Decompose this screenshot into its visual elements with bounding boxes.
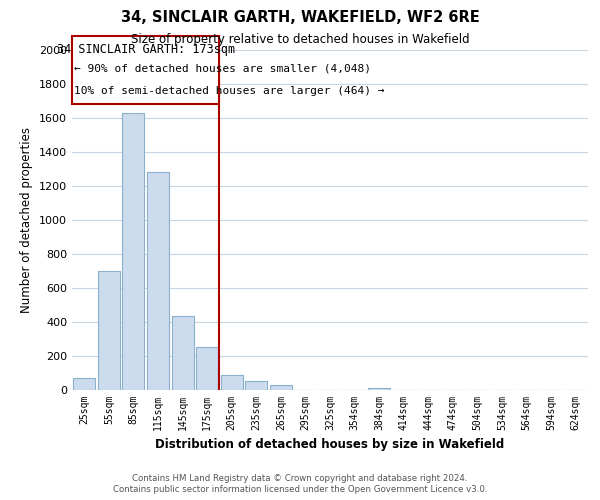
Bar [196, 346, 218, 390]
Text: 34, SINCLAIR GARTH, WAKEFIELD, WF2 6RE: 34, SINCLAIR GARTH, WAKEFIELD, WF2 6RE [121, 10, 479, 25]
FancyBboxPatch shape [72, 36, 220, 104]
Text: ← 90% of detached houses are smaller (4,048): ← 90% of detached houses are smaller (4,… [74, 64, 371, 74]
Bar [122, 113, 145, 390]
X-axis label: Distribution of detached houses by size in Wakefield: Distribution of detached houses by size … [155, 438, 505, 452]
Text: 10% of semi-detached houses are larger (464) →: 10% of semi-detached houses are larger (… [74, 86, 385, 96]
Bar [147, 172, 169, 390]
Text: 34 SINCLAIR GARTH: 173sqm: 34 SINCLAIR GARTH: 173sqm [56, 43, 235, 56]
Bar [270, 385, 292, 390]
Bar [98, 271, 120, 390]
Y-axis label: Number of detached properties: Number of detached properties [20, 127, 34, 313]
Bar [221, 374, 243, 390]
Bar [245, 381, 268, 390]
Text: Contains HM Land Registry data © Crown copyright and database right 2024.
Contai: Contains HM Land Registry data © Crown c… [113, 474, 487, 494]
Text: Size of property relative to detached houses in Wakefield: Size of property relative to detached ho… [131, 32, 469, 46]
Bar [368, 388, 390, 390]
Bar [73, 378, 95, 390]
Bar [172, 316, 194, 390]
